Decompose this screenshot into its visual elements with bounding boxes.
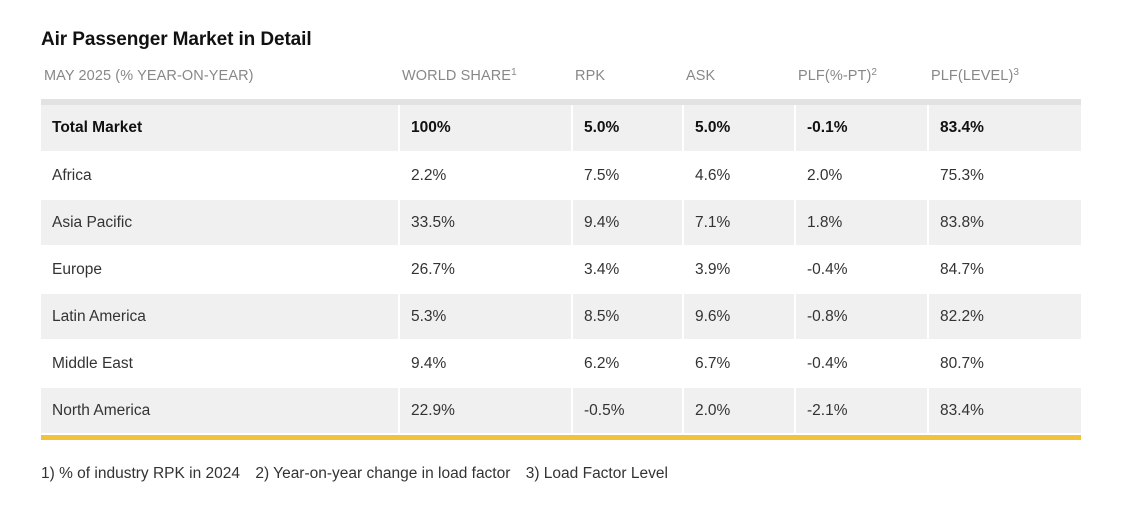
header-rpk-label: RPK [575, 68, 606, 84]
cell-ask: 7.1% [683, 199, 796, 247]
cell-rpk: 6.2% [572, 340, 684, 388]
header-plf-level-label: PLF(LEVEL) [931, 68, 1014, 84]
cell-plf-level: 84.7% [928, 246, 1081, 294]
cell-ask: 6.7% [683, 340, 796, 388]
footnotes: 1) % of industry RPK in 2024 2) Year-on-… [41, 465, 1081, 483]
cell-world-share: 26.7% [399, 246, 573, 294]
cell-world-share: 5.3% [399, 293, 573, 341]
market-table: MAY 2025 (% YEAR-ON-YEAR) WORLD SHARE1 R… [41, 53, 1081, 435]
header-separator-bar [41, 99, 1081, 105]
header-plf-pt-label: PLF(%-PT) [798, 68, 872, 84]
header-plf-level: PLF(LEVEL)3 [928, 53, 1081, 99]
market-detail-panel: Air Passenger Market in Detail MAY 2025 … [41, 27, 1081, 483]
table-row: Asia Pacific 33.5% 9.4% 7.1% 1.8% 83.8% [41, 199, 1081, 247]
header-period-label: MAY 2025 (% YEAR-ON-YEAR) [44, 68, 254, 84]
cell-world-share: 100% [399, 105, 573, 153]
cell-region: Total Market [41, 105, 400, 153]
header-period: MAY 2025 (% YEAR-ON-YEAR) [41, 53, 399, 99]
cell-world-share: 2.2% [399, 152, 573, 200]
cell-plf-pt: -0.4% [795, 340, 929, 388]
cell-rpk: 9.4% [572, 199, 684, 247]
cell-rpk: 7.5% [572, 152, 684, 200]
footnote-ref-2: 2 [871, 67, 878, 78]
footnote-2: 2) Year-on-year change in load factor [255, 465, 511, 482]
table-row-total: Total Market 100% 5.0% 5.0% -0.1% 83.4% [41, 105, 1081, 153]
table-row: North America 22.9% -0.5% 2.0% -2.1% 83.4% [41, 387, 1081, 435]
header-separator [41, 99, 1081, 105]
footnote-ref-3: 3 [1013, 67, 1020, 78]
cell-world-share: 33.5% [399, 199, 573, 247]
cell-world-share: 22.9% [399, 387, 573, 435]
cell-ask: 9.6% [683, 293, 796, 341]
cell-region: Africa [41, 152, 400, 200]
cell-region: North America [41, 387, 400, 435]
cell-plf-pt: 2.0% [795, 152, 929, 200]
cell-plf-pt: 1.8% [795, 199, 929, 247]
cell-plf-pt: -0.8% [795, 293, 929, 341]
cell-ask: 5.0% [683, 105, 796, 153]
table-header: MAY 2025 (% YEAR-ON-YEAR) WORLD SHARE1 R… [41, 53, 1081, 105]
cell-world-share: 9.4% [399, 340, 573, 388]
cell-region: Middle East [41, 340, 400, 388]
table-row: Europe 26.7% 3.4% 3.9% -0.4% 84.7% [41, 246, 1081, 294]
cell-plf-level: 82.2% [928, 293, 1081, 341]
table-body: Total Market 100% 5.0% 5.0% -0.1% 83.4% Africa… [41, 105, 1081, 435]
cell-region: Latin America [41, 293, 400, 341]
table-row: Middle East 9.4% 6.2% 6.7% -0.4% 80.7% [41, 340, 1081, 388]
header-row: MAY 2025 (% YEAR-ON-YEAR) WORLD SHARE1 R… [41, 53, 1081, 99]
cell-ask: 4.6% [683, 152, 796, 200]
cell-rpk: 5.0% [572, 105, 684, 153]
cell-plf-level: 83.4% [928, 105, 1081, 153]
footnote-ref-1: 1 [511, 67, 517, 78]
table-row: Africa 2.2% 7.5% 4.6% 2.0% 75.3% [41, 152, 1081, 200]
header-rpk: RPK [572, 53, 683, 99]
cell-rpk: 3.4% [572, 246, 684, 294]
cell-ask: 3.9% [683, 246, 796, 294]
footnote-1: 1) % of industry RPK in 2024 [41, 465, 241, 482]
header-world-share-label: WORLD SHARE [402, 68, 512, 84]
cell-rpk: 8.5% [572, 293, 684, 341]
cell-plf-level: 83.8% [928, 199, 1081, 247]
header-plf-pt: PLF(%-PT)2 [795, 53, 928, 99]
header-ask: ASK [683, 53, 795, 99]
header-ask-label: ASK [686, 68, 716, 84]
cell-plf-pt: -0.1% [795, 105, 929, 153]
footnote-3: 3) Load Factor Level [525, 465, 668, 482]
cell-plf-level: 83.4% [928, 387, 1081, 435]
cell-plf-pt: -2.1% [795, 387, 929, 435]
cell-ask: 2.0% [683, 387, 796, 435]
cell-plf-pt: -0.4% [795, 246, 929, 294]
cell-plf-level: 75.3% [928, 152, 1081, 200]
header-world-share: WORLD SHARE1 [399, 53, 572, 99]
cell-rpk: -0.5% [572, 387, 684, 435]
table-row: Latin America 5.3% 8.5% 9.6% -0.8% 82.2% [41, 293, 1081, 341]
table-title: Air Passenger Market in Detail [41, 29, 312, 50]
cell-region: Europe [41, 246, 400, 294]
cell-plf-level: 80.7% [928, 340, 1081, 388]
cell-region: Asia Pacific [41, 199, 400, 247]
accent-bar [41, 435, 1081, 440]
